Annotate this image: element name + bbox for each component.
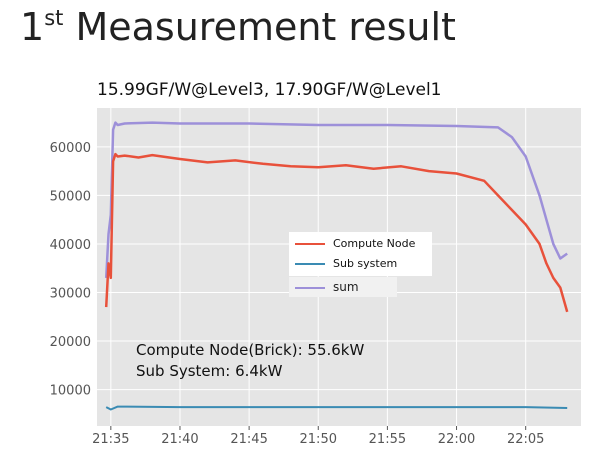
legend-sum-row: sum [289,279,359,295]
chart-subtitle: 15.99GF/W@Level3, 17.90GF/W@Level1 [97,80,442,100]
x-tick-label: 21:35 [92,432,129,447]
y-tick-label: 10000 [50,384,91,399]
series-line-sum [104,121,568,278]
x-tick-label: 21:45 [230,432,267,447]
legend-label-compute-node: Compute Node [333,237,416,250]
chart-legend: Compute Node Sub system [289,232,432,276]
y-tick-label: 20000 [50,335,91,350]
legend-swatch-sub-system [295,263,325,265]
y-tick-label: 60000 [50,141,91,156]
y-tick-label: 30000 [50,286,91,301]
x-tick-label: 22:05 [507,432,544,447]
legend-label-sub-system: Sub system [333,257,398,270]
x-tick-label: 22:00 [438,432,475,447]
legend-item-compute-node: Compute Node [295,236,415,252]
series-line-sub-system [105,405,568,411]
legend-swatch-sum [295,286,325,289]
legend-swatch-compute-node [295,243,325,245]
x-tick-label: 21:40 [161,432,198,447]
annotation-sub-system-power: Sub System: 6.4kW [136,362,283,380]
x-tick-label: 21:50 [300,432,337,447]
title-superscript: st [44,6,64,30]
legend-item-sub-system: Sub system [295,256,397,272]
title-main: 1 [20,5,45,49]
series-line-compute-node [104,152,569,313]
legend-item-sum: sum [289,277,397,297]
title-rest: Measurement result [63,5,456,49]
slide-title: 1st Measurement result [20,4,456,50]
annotation-compute-node-power: Compute Node(Brick): 55.6kW [136,341,365,359]
y-tick-label: 50000 [50,189,91,204]
x-tick-label: 21:55 [369,432,406,447]
y-tick-label: 40000 [50,238,91,253]
legend-label-sum: sum [333,280,359,294]
